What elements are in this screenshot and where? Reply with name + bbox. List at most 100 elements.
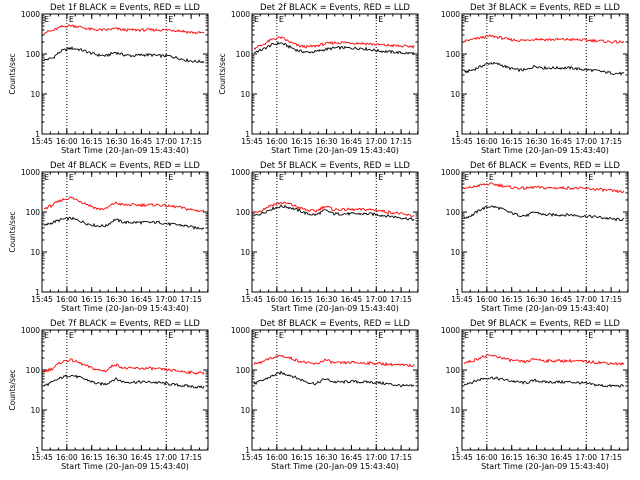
series-events-line — [43, 46, 205, 64]
x-axis-label: Start Time (20-Jan-09 15:43:40) — [271, 304, 399, 313]
x-tick-label: 15:45 — [451, 295, 473, 304]
y-tick-label: 1 — [455, 130, 460, 139]
x-axis-label: Start Time (20-Jan-09 15:43:40) — [271, 146, 399, 155]
y-tick-label: 1 — [35, 288, 40, 297]
panel-title: Det 2f BLACK = Events, RED = LLD — [260, 3, 410, 13]
x-tick-label: 16:00 — [266, 453, 288, 462]
x-tick-label: 16:00 — [56, 453, 78, 462]
x-tick-label: 16:30 — [526, 137, 548, 146]
x-tick-label: 16:15 — [501, 295, 523, 304]
x-axis-label: Start Time (20-Jan-09 15:43:40) — [271, 462, 399, 471]
x-tick-label: 15:45 — [31, 295, 53, 304]
series-lld-line — [253, 201, 415, 217]
panel-7: Det 7f BLACK = Events, RED = LLD 1 10 100 10… — [8, 319, 209, 471]
series-events-line — [254, 204, 415, 222]
y-tick-label: 10 — [240, 406, 250, 415]
x-tick-label: 16:45 — [551, 295, 573, 304]
panel-2: Det 2f BLACK = Events, RED = LLD 1 10 100 10… — [218, 3, 419, 155]
x-tick-label: 16:15 — [291, 295, 313, 304]
y-tick-label: 1000 — [441, 10, 460, 19]
x-tick-label: 15:45 — [241, 295, 263, 304]
x-tick-label: 16:45 — [341, 137, 363, 146]
panel-5: Det 5f BLACK = Events, RED = LLD 1 10 100 10… — [231, 161, 419, 313]
x-tick-label: 17:15 — [180, 137, 202, 146]
series-events-line — [463, 376, 625, 388]
x-tick-label: 16:00 — [56, 295, 78, 304]
y-tick-label: 10 — [240, 248, 250, 257]
y-tick-label: 1000 — [231, 10, 250, 19]
x-tick-label: 16:00 — [56, 137, 78, 146]
y-tick-label: 1 — [35, 446, 40, 455]
x-tick-label: 16:30 — [316, 453, 338, 462]
x-tick-label: 15:45 — [451, 137, 473, 146]
y-tick-label: 1000 — [21, 326, 40, 335]
x-tick-label: 16:45 — [131, 453, 153, 462]
x-axis-label: Start Time (20-Jan-09 15:43:40) — [61, 462, 189, 471]
y-tick-label: 100 — [446, 208, 461, 217]
panel-9: Det 9f BLACK = Events, RED = LLD 1 10 100 10… — [441, 319, 629, 471]
x-tick-label: 17:15 — [180, 453, 202, 462]
x-tick-label: 16:15 — [81, 137, 103, 146]
event-marker-label: E — [464, 15, 469, 24]
y-tick-label: 1 — [245, 446, 250, 455]
x-tick-label: 17:00 — [575, 453, 597, 462]
y-tick-label: 100 — [236, 208, 251, 217]
x-tick-label: 16:15 — [81, 295, 103, 304]
y-axis-label: Counts/sec — [218, 53, 227, 94]
event-marker-label: E — [254, 331, 259, 340]
x-tick-label: 16:00 — [476, 137, 498, 146]
x-tick-label: 17:15 — [600, 295, 622, 304]
series-lld-line — [253, 36, 415, 50]
y-tick-label: 100 — [446, 50, 461, 59]
x-tick-label: 16:30 — [106, 453, 128, 462]
panel-1: Det 1f BLACK = Events, RED = LLD 1 10 100 10… — [8, 3, 209, 155]
event-marker-label: E — [69, 173, 74, 182]
x-tick-label: 16:30 — [316, 137, 338, 146]
x-tick-label: 16:45 — [341, 453, 363, 462]
y-tick-label: 1000 — [441, 168, 460, 177]
panel-title: Det 6f BLACK = Events, RED = LLD — [470, 161, 620, 171]
event-marker-label: E — [378, 173, 383, 182]
x-axis-label: Start Time (20-Jan-09 15:43:40) — [61, 304, 189, 313]
event-marker-label: E — [464, 331, 469, 340]
series-events-line — [463, 205, 625, 222]
event-marker-label: E — [69, 15, 74, 24]
x-tick-label: 16:45 — [131, 137, 153, 146]
x-tick-label: 17:15 — [180, 295, 202, 304]
event-marker-label: E — [44, 331, 49, 340]
y-tick-label: 1000 — [231, 326, 250, 335]
x-tick-label: 16:15 — [291, 453, 313, 462]
series-events-line — [43, 374, 205, 389]
series-lld-line — [463, 34, 625, 44]
x-tick-label: 16:00 — [266, 295, 288, 304]
x-tick-label: 17:15 — [600, 453, 622, 462]
x-tick-label: 17:00 — [155, 453, 177, 462]
x-tick-label: 17:15 — [600, 137, 622, 146]
event-marker-label: E — [588, 331, 593, 340]
event-marker-label: E — [588, 15, 593, 24]
x-tick-label: 16:15 — [501, 137, 523, 146]
event-marker-label: E — [378, 15, 383, 24]
x-tick-label: 17:00 — [575, 295, 597, 304]
y-tick-label: 100 — [26, 50, 41, 59]
y-tick-label: 10 — [30, 248, 40, 257]
series-lld-line — [43, 196, 205, 213]
event-marker-label: E — [489, 173, 494, 182]
x-tick-label: 15:45 — [241, 453, 263, 462]
event-marker-label: E — [44, 173, 49, 182]
x-tick-label: 16:00 — [266, 137, 288, 146]
x-tick-label: 17:00 — [155, 137, 177, 146]
y-tick-label: 100 — [446, 366, 461, 375]
series-events-line — [253, 41, 415, 56]
y-axis-label: Counts/sec — [8, 369, 17, 410]
y-tick-label: 1 — [455, 446, 460, 455]
event-marker-label: E — [588, 173, 593, 182]
x-tick-label: 17:00 — [155, 295, 177, 304]
event-marker-label: E — [279, 173, 284, 182]
y-tick-label: 1000 — [231, 168, 250, 177]
x-tick-label: 17:00 — [575, 137, 597, 146]
panel-title: Det 1f BLACK = Events, RED = LLD — [50, 3, 200, 13]
event-marker-label: E — [279, 331, 284, 340]
y-tick-label: 100 — [236, 366, 251, 375]
